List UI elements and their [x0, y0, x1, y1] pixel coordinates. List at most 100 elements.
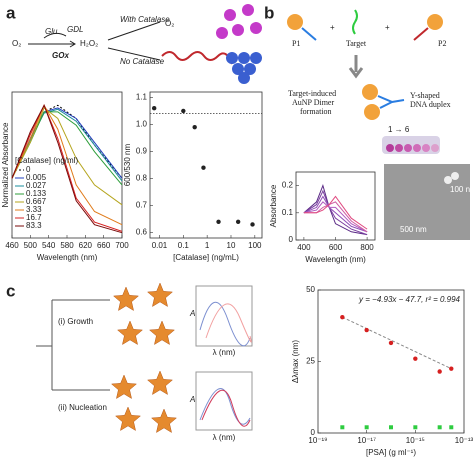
label: H₂O₂	[80, 39, 98, 48]
x-tick-label: 10⁻¹⁹	[308, 436, 327, 445]
point	[192, 124, 197, 130]
star	[148, 320, 176, 346]
y-tick-label: 0.8	[136, 174, 148, 183]
y-tick-label: 1.0	[136, 120, 148, 129]
x-tick-label: 540	[42, 241, 56, 250]
label: A	[189, 309, 195, 318]
legend-label: 0	[26, 165, 31, 174]
stars	[110, 282, 178, 434]
label: λ (nm)	[213, 433, 236, 442]
x-tick-label: 700	[115, 241, 129, 250]
dna	[413, 27, 429, 41]
aggregate	[226, 52, 262, 84]
arrow	[348, 55, 364, 79]
series-line	[11, 108, 123, 182]
aunp	[364, 104, 380, 120]
point	[216, 219, 221, 224]
label: O₂	[165, 19, 174, 28]
label: GDL	[67, 25, 83, 34]
arrow	[28, 40, 76, 48]
inset-curve	[205, 303, 252, 343]
point	[413, 425, 418, 430]
series-line	[303, 201, 368, 233]
point	[413, 356, 418, 361]
label: A	[189, 395, 195, 404]
x-axis-label: Wavelength (nm)	[305, 255, 366, 264]
x-tick-label: 580	[60, 241, 74, 250]
dna	[301, 27, 317, 41]
x-tick-label: 660	[97, 241, 111, 250]
y-axis-label: 600/530 nm	[123, 144, 132, 187]
dna	[161, 51, 233, 65]
y-tick-label: 25	[306, 357, 315, 366]
label: DNA duplex	[410, 100, 451, 109]
label: Target	[346, 39, 367, 48]
point	[181, 108, 186, 114]
dna	[352, 9, 358, 35]
star	[116, 320, 144, 346]
dna	[377, 95, 405, 109]
legend-label: 0.133	[26, 189, 47, 198]
y-axis-label: Absorbance	[269, 184, 278, 227]
x-axis-label: Wavelength (nm)	[37, 253, 98, 262]
x-tick-label: 0.1	[178, 241, 190, 250]
inset	[195, 371, 253, 431]
arrow	[107, 21, 161, 61]
label: Y-shaped	[410, 91, 440, 100]
scale-label: 500 nm	[400, 225, 427, 234]
x-tick-label: 1	[205, 241, 210, 250]
point	[235, 219, 241, 224]
bracket	[36, 299, 110, 391]
aunp	[427, 14, 443, 30]
panel-label: b	[264, 3, 274, 22]
point	[389, 425, 393, 430]
label: 1 → 6	[388, 125, 410, 134]
tem-dot	[451, 172, 459, 180]
y-tick-label: 0.1	[282, 208, 294, 217]
point	[364, 327, 369, 333]
x-tick-label: 460	[5, 241, 19, 250]
legend-label: 0.667	[26, 197, 47, 206]
label: Target-induced	[288, 89, 336, 98]
y-tick-label: 0.9	[136, 147, 148, 156]
legend-label: 3.33	[26, 205, 42, 214]
series-line	[11, 104, 123, 232]
x-tick-label: 400	[297, 243, 311, 252]
label: +	[385, 23, 390, 32]
scale-label: 100 nm	[450, 185, 474, 194]
inset-curve	[201, 389, 251, 427]
x-tick-label: 10⁻¹³	[455, 436, 474, 445]
y-axis-label: Normalized Absorbance	[1, 122, 10, 207]
plot-frame	[149, 91, 263, 239]
y-axis-label: Δλmax (nm)	[291, 340, 300, 383]
series-line	[11, 104, 123, 226]
label: formation	[300, 107, 332, 116]
panel-label: a	[6, 3, 16, 22]
x-tick-label: 100	[248, 241, 262, 250]
point	[201, 165, 206, 170]
x-tick-label: 600	[329, 243, 343, 252]
series-line	[11, 104, 123, 179]
legend-label: 0.005	[26, 173, 47, 182]
x-tick-label: 0.01	[152, 241, 168, 250]
legend-label: 0.027	[26, 181, 47, 190]
x-tick-label: 10⁻¹⁵	[406, 436, 425, 445]
x-tick-label: 800	[360, 243, 374, 252]
scheme-b: P1 + Target + P2 Target-induced AuNP Dim…	[287, 9, 474, 240]
star	[114, 406, 142, 432]
y-tick-label: 0	[311, 428, 316, 437]
label: O₂	[12, 39, 21, 48]
x-tick-label: 500	[24, 241, 38, 250]
scheme-a: O₂ Glu GDL H₂O₂ GOx With Catalase No Cat…	[12, 4, 262, 84]
y-tick-label: 0.7	[136, 201, 148, 210]
arrow	[43, 32, 67, 39]
point	[388, 340, 394, 346]
point	[449, 366, 454, 371]
label: (ii) Nucleation	[58, 403, 107, 412]
panel-label: c	[6, 281, 15, 300]
y-tick-label: 1.1	[136, 93, 148, 102]
plot-frame	[317, 289, 465, 434]
x-tick-label: 620	[79, 241, 93, 250]
x-tick-label: 10⁻¹⁷	[357, 436, 376, 445]
